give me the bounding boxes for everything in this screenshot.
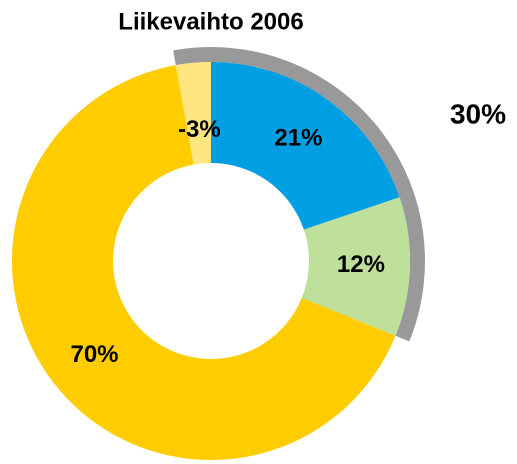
bracket-arc (173, 47, 425, 342)
slice (211, 62, 400, 230)
data-label: 12% (337, 251, 385, 278)
data-label: 70% (70, 341, 118, 368)
data-label: 21% (274, 124, 322, 151)
slice (12, 65, 396, 461)
slice (301, 197, 410, 336)
annotation: 30% (450, 98, 506, 129)
data-label: -3% (178, 116, 221, 143)
slice (175, 62, 211, 165)
chart-title: Liikevaihto 2006 (118, 8, 303, 35)
